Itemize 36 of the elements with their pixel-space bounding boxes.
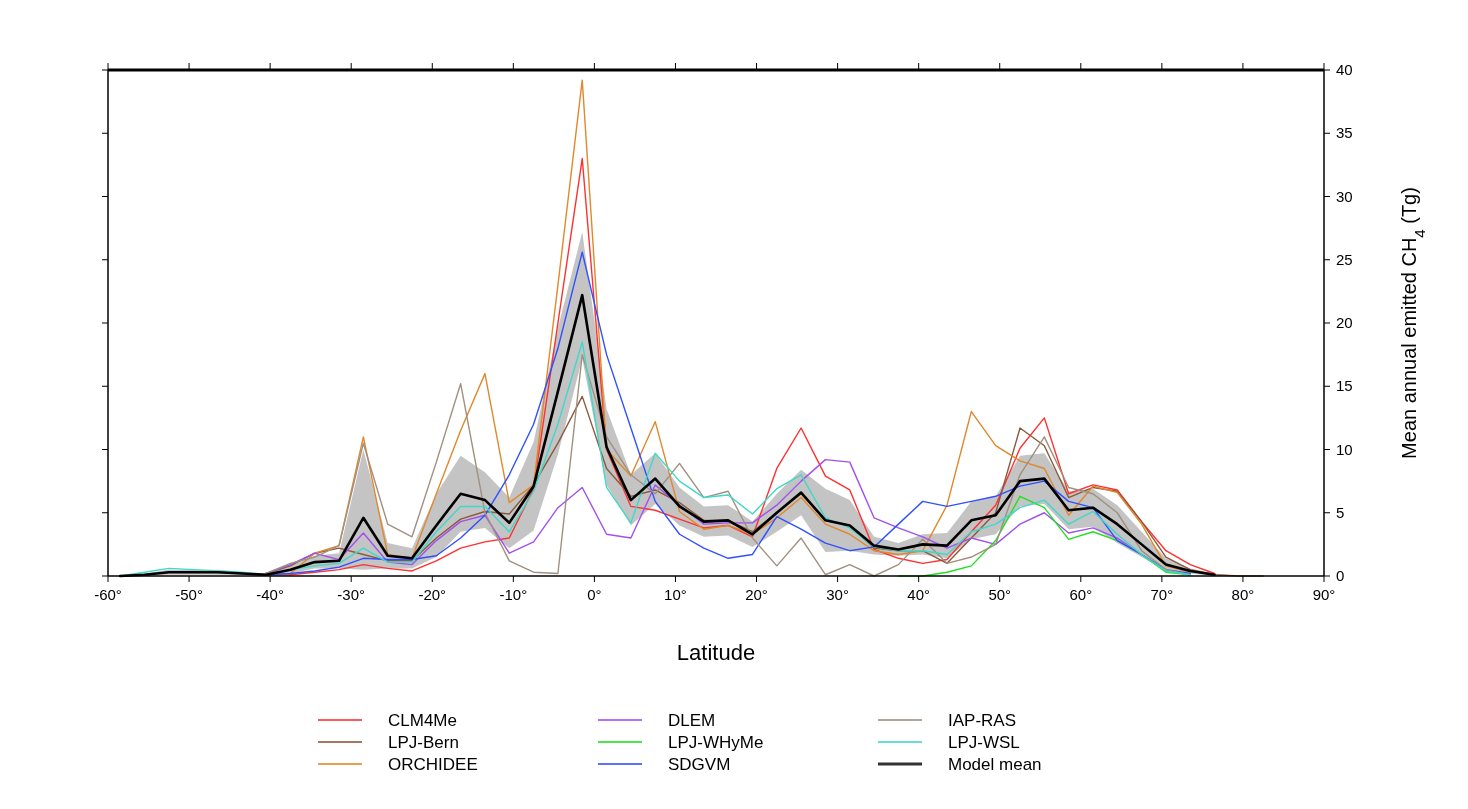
x-tick-label: -40°	[256, 586, 284, 603]
x-tick-label: 30°	[826, 586, 849, 603]
y-tick-label: 0	[1336, 567, 1345, 584]
y-tick-label: 40	[1336, 61, 1353, 78]
y-tick-label: 25	[1336, 250, 1353, 268]
legend-label: CLM4Me	[388, 711, 457, 730]
x-tick-label: 20°	[745, 586, 768, 603]
legend-label: SDGVM	[668, 755, 731, 774]
legend-label: LPJ-WSL	[948, 733, 1020, 752]
x-tick-label: 70°	[1150, 586, 1174, 603]
x-axis-title: Latitude	[676, 640, 756, 665]
x-tick-label: 60°	[1069, 586, 1093, 603]
x-tick-label: 0°	[587, 586, 602, 603]
x-tick-label: -30°	[337, 586, 366, 603]
x-tick-label: -20°	[418, 586, 447, 603]
legend-label: LPJ-Bern	[388, 733, 459, 752]
legend-label: IAP-RAS	[948, 711, 1017, 730]
x-tick-label: 40°	[907, 586, 931, 603]
x-tick-label: -60°	[94, 586, 122, 603]
y-tick-label: 20	[1336, 314, 1353, 331]
x-tick-label: -10°	[499, 586, 528, 603]
line-series	[265, 353, 1191, 577]
y-tick-label: 10	[1336, 440, 1353, 458]
legend-label: ORCHIDEE	[388, 755, 478, 774]
x-tick-label: 90°	[1312, 586, 1336, 603]
x-tick-label: -50°	[175, 586, 203, 603]
y-tick-label: 5	[1336, 503, 1345, 521]
y-tick-label: 15	[1336, 377, 1353, 395]
x-tick-label: 10°	[664, 586, 687, 603]
y-tick-label: 35	[1336, 124, 1353, 142]
x-tick-label: 80°	[1231, 586, 1255, 603]
legend-label: DLEM	[668, 711, 716, 730]
legend-label: Model mean	[948, 755, 1042, 774]
y-tick-label: 30	[1336, 187, 1353, 205]
legend-label: LPJ-WHyMe	[668, 733, 764, 752]
x-tick-label: 50°	[988, 586, 1012, 603]
